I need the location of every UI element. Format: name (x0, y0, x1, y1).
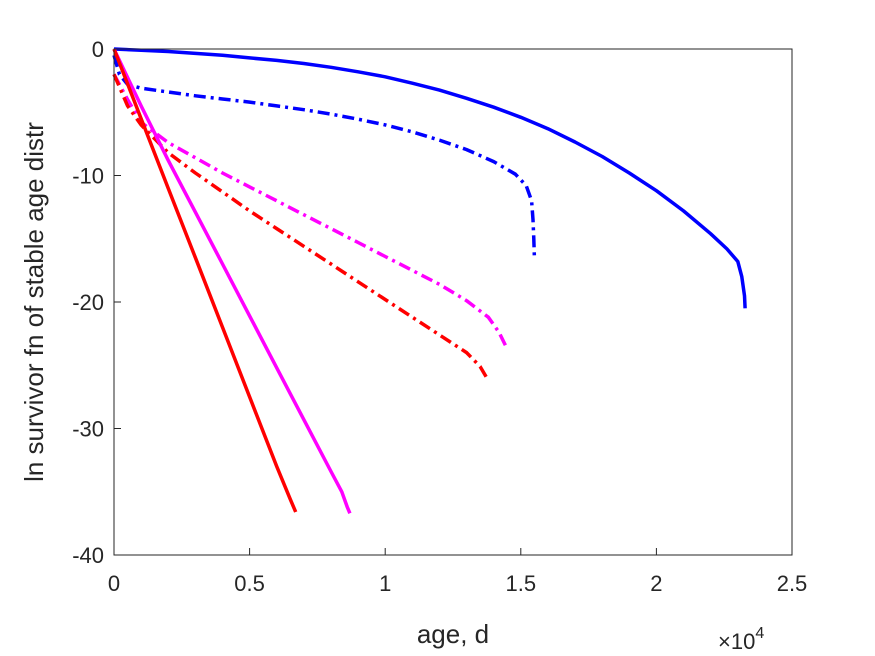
x-tick-label: 0 (108, 571, 120, 596)
x-tick-label: 2.5 (777, 571, 808, 596)
y-axis-label: ln survivor fn of stable age distr (19, 122, 49, 482)
y-tick-label: -40 (72, 543, 104, 568)
x-tick-label: 0.5 (234, 571, 265, 596)
series-layer (112, 47, 747, 514)
x-axis: 0 0.5 1 1.5 2 2.5 (108, 548, 807, 596)
x-tick-label: 1.5 (506, 571, 537, 596)
y-tick-label: -20 (72, 290, 104, 315)
x-tick-label: 1 (379, 571, 391, 596)
series-line-6 (112, 48, 298, 513)
plot-area (114, 49, 792, 555)
x-axis-label: age, d (417, 619, 489, 649)
series-line-1 (113, 47, 747, 309)
y-tick-label: -10 (72, 164, 104, 189)
x-exponent-base: ×10 (718, 629, 755, 654)
x-tick-label: 2 (650, 571, 662, 596)
y-axis: 0 -10 -20 -30 -40 (72, 37, 121, 568)
x-axis-exponent: ×104 (718, 625, 764, 654)
x-exponent-power: 4 (755, 625, 764, 642)
series-line-4 (112, 73, 490, 382)
y-tick-label: 0 (92, 37, 104, 62)
series-line-3 (112, 73, 508, 348)
series-line-2 (112, 54, 537, 258)
series-line-5 (112, 48, 352, 514)
y-tick-label: -30 (72, 417, 104, 442)
